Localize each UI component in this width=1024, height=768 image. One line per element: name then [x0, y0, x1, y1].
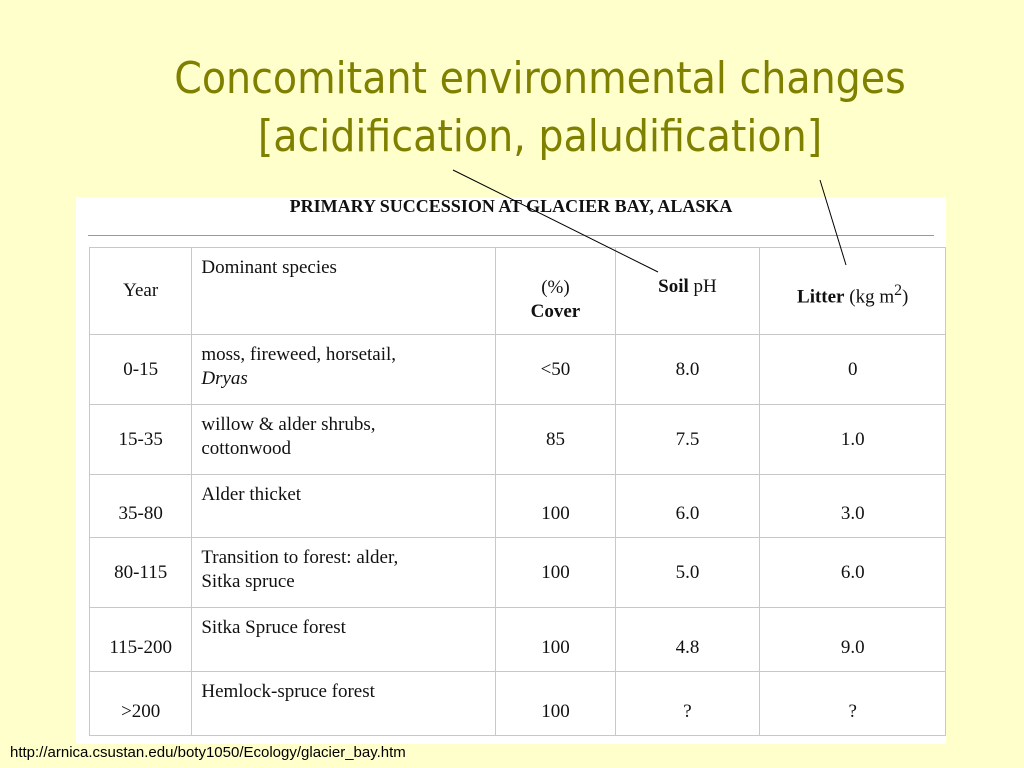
table-row: 115-200 Sitka Spruce forest 100 4.8 9.0: [88, 607, 946, 672]
slide-title-line-2: [acidification, paludification]: [257, 111, 823, 162]
header-litter-exponent: 2: [894, 282, 903, 299]
header-dominant-species: Dominant species: [191, 247, 497, 335]
year-cell: >200: [88, 671, 193, 736]
ph-cell: ?: [614, 671, 761, 736]
cover-cell: 100: [495, 474, 616, 538]
header-soil-ph: Soil pH: [614, 247, 761, 335]
header-year: Year: [88, 247, 193, 335]
header-cover-percent: (%): [541, 277, 570, 298]
header-litter: Litter (kg m2): [759, 247, 946, 335]
header-soil-label: Soil: [658, 276, 689, 297]
header-litter-close: ): [902, 286, 909, 308]
cover-cell: 100: [495, 607, 616, 672]
table-row: >200 Hemlock-spruce forest 100 ? ?: [88, 671, 946, 736]
table-row: 15-35 willow & alder shrubs, cottonwood …: [88, 404, 946, 475]
source-url: http://arnica.csustan.edu/boty1050/Ecolo…: [10, 744, 406, 761]
species-text: Transition to forest: alder,: [201, 547, 399, 568]
cover-cell: 100: [495, 537, 616, 608]
species-cell: Sitka Spruce forest: [191, 607, 497, 672]
cover-cell: 100: [495, 671, 616, 736]
ph-cell: 6.0: [614, 474, 761, 538]
header-ph-label: pH: [693, 276, 717, 297]
litter-cell: ?: [759, 671, 946, 736]
table-heading: PRIMARY SUCCESSION AT GLACIER BAY, ALASK…: [289, 196, 733, 216]
litter-cell: 1.0: [759, 404, 946, 475]
species-text-line-2: cottonwood: [201, 438, 292, 459]
ph-cell: 7.5: [614, 404, 761, 475]
year-cell: 35-80: [88, 474, 193, 538]
species-cell: moss, fireweed, horsetail, Dryas: [191, 334, 497, 405]
species-text-line-2: Sitka spruce: [201, 571, 295, 592]
table-image-panel: PRIMARY SUCCESSION AT GLACIER BAY, ALASK…: [76, 197, 946, 744]
litter-cell: 3.0: [759, 474, 946, 538]
succession-table: Year Dominant species (%) Cover Soil pH …: [88, 247, 946, 736]
species-cell: Transition to forest: alder, Sitka spruc…: [191, 537, 497, 608]
cover-cell: 85: [495, 404, 616, 475]
cover-cell: <50: [495, 334, 616, 405]
header-cover-label: Cover: [530, 301, 581, 322]
species-cell: Hemlock-spruce forest: [191, 671, 497, 736]
year-cell: 15-35: [88, 404, 193, 475]
litter-cell: 6.0: [759, 537, 946, 608]
ph-cell: 5.0: [614, 537, 761, 608]
table-row: 80-115 Transition to forest: alder, Sitk…: [88, 537, 946, 608]
year-cell: 115-200: [88, 607, 193, 672]
ph-cell: 4.8: [614, 607, 761, 672]
litter-cell: 0: [759, 334, 946, 405]
species-text-italic: Dryas: [201, 368, 248, 389]
header-litter-label: Litter: [797, 286, 845, 308]
litter-cell: 9.0: [759, 607, 946, 672]
species-cell: willow & alder shrubs, cottonwood: [191, 404, 497, 475]
slide-title-line-1: Concomitant environmental changes: [174, 53, 906, 104]
year-cell: 0-15: [88, 334, 193, 405]
table-header-row: Year Dominant species (%) Cover Soil pH …: [88, 247, 946, 335]
header-litter-unit: (kg m: [849, 286, 895, 308]
species-text: willow & alder shrubs,: [201, 414, 376, 435]
species-text: moss, fireweed, horsetail,: [201, 344, 397, 365]
ph-cell: 8.0: [614, 334, 761, 405]
table-row: 0-15 moss, fireweed, horsetail, Dryas <5…: [88, 334, 946, 405]
table-row: 35-80 Alder thicket 100 6.0 3.0: [88, 474, 946, 538]
slide-title: Concomitant environmental changes [acidi…: [60, 50, 1020, 166]
heading-divider: [88, 235, 934, 236]
header-cover: (%) Cover: [495, 247, 616, 335]
species-cell: Alder thicket: [191, 474, 497, 538]
year-cell: 80-115: [88, 537, 193, 608]
